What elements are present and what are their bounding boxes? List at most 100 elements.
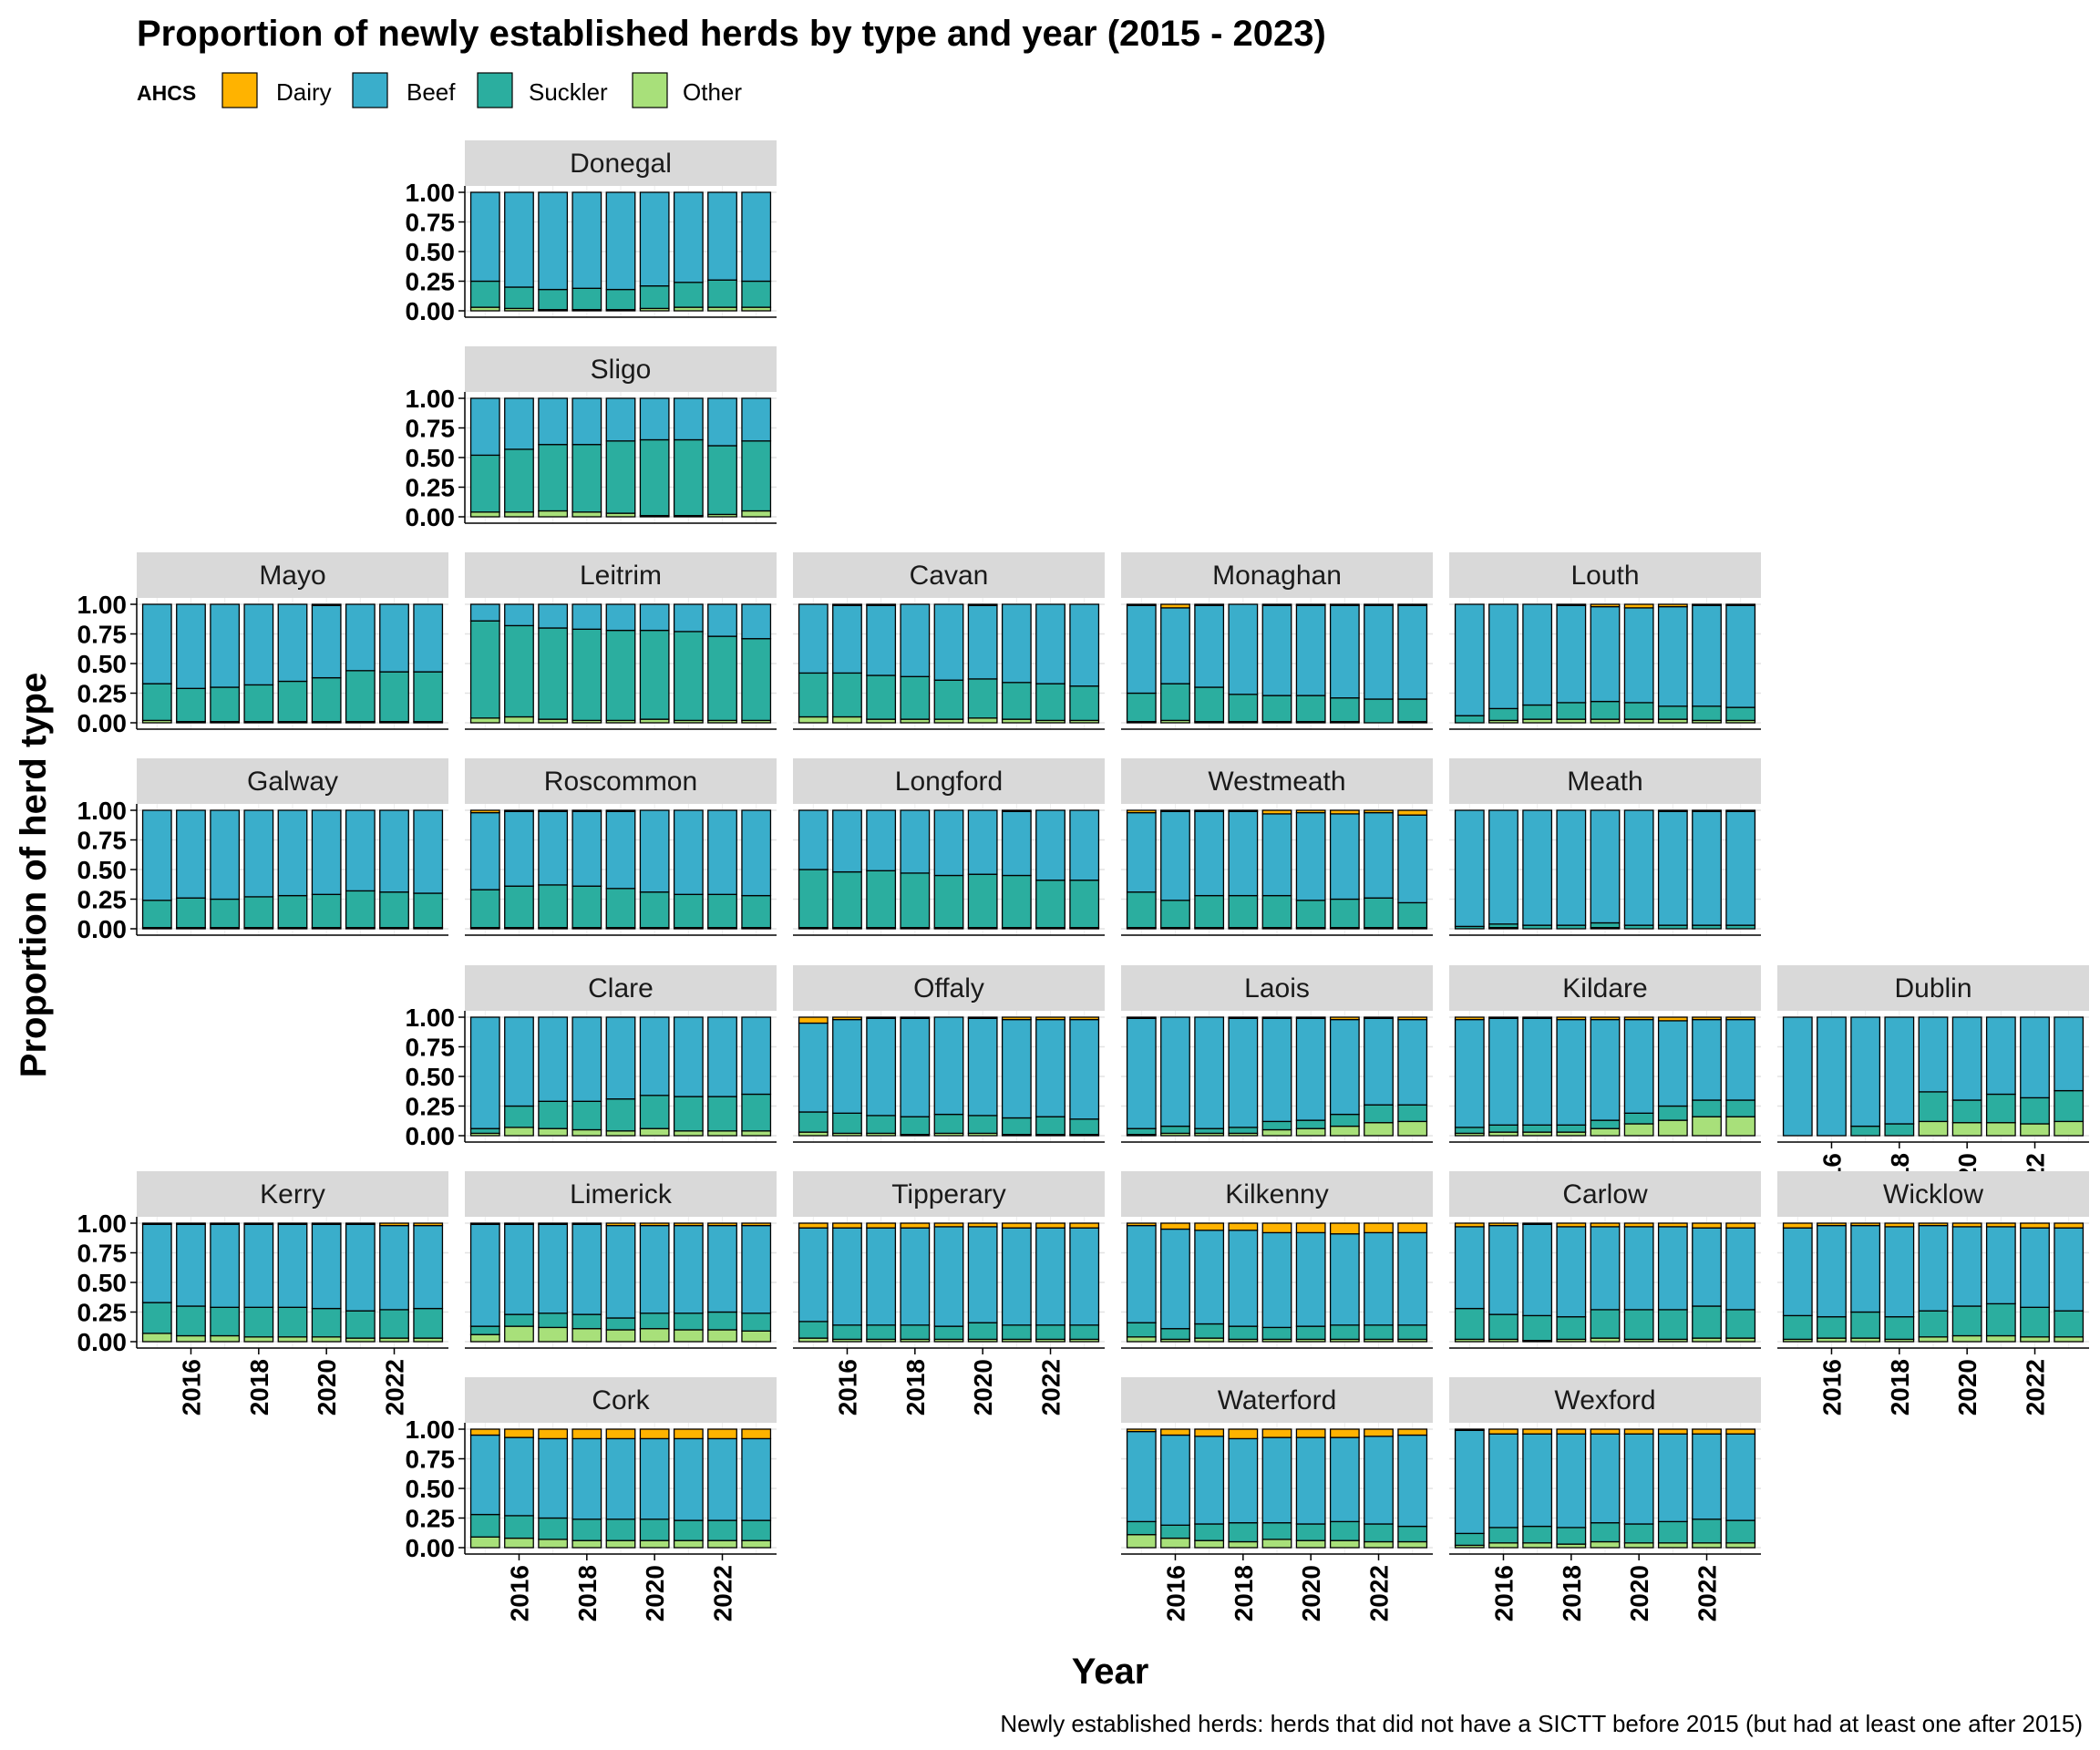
bar-segment-sligo-2016-suckler	[504, 448, 534, 513]
bar-segment-sligo-2022-suckler	[707, 445, 737, 516]
bar-segment-clare-2020-suckler	[639, 1095, 670, 1129]
y-tick-label: 0.25	[77, 680, 128, 708]
legend-label-beef: Beef	[407, 78, 456, 106]
bar-segment-kildare-2022-dairy	[1692, 1016, 1722, 1021]
bar-segment-limerick-2019-suckler	[605, 1317, 636, 1331]
bar-segment-carlow-2018-suckler	[1556, 1316, 1587, 1341]
bar-segment-westmeath-2019-beef	[1261, 813, 1292, 897]
bar-segment-cork-2018-other	[571, 1539, 602, 1549]
strip-meath	[1449, 758, 1761, 804]
bar-segment-wicklow-2023-dairy	[2054, 1222, 2085, 1229]
bar-segment-wicklow-2022-beef	[2020, 1227, 2050, 1308]
bar-segment-roscommon-2017-beef	[538, 810, 569, 886]
bar-segment-cork-2023-dairy	[741, 1428, 772, 1440]
bar-segment-clare-2022-beef	[707, 1016, 737, 1097]
strip-leitrim	[465, 552, 777, 598]
bar-segment-louth-2020-suckler	[1623, 702, 1654, 720]
bar-segment-carlow-2017-beef	[1522, 1223, 1553, 1317]
bar-segment-westmeath-2015-beef	[1126, 811, 1157, 893]
bar-segment-tipperary-2017-dairy	[866, 1222, 897, 1229]
bar-segment-sligo-2021-suckler	[673, 438, 704, 517]
bar-segment-kerry-2023-beef	[413, 1224, 444, 1310]
bar-segment-galway-2021-beef	[345, 809, 376, 892]
panel-kilkenny: Kilkenny	[1121, 1171, 1433, 1349]
strip-donegal	[465, 140, 777, 186]
bar-segment-wexford-2020-suckler	[1623, 1523, 1654, 1544]
bar-segment-dublin-2019-beef	[1918, 1016, 1949, 1093]
y-tick-label: 0.75	[77, 621, 128, 649]
bar-segment-tipperary-2021-suckler	[1001, 1324, 1032, 1341]
bar-segment-kerry-2019-beef	[277, 1223, 308, 1308]
bar-segment-limerick-2016-suckler	[504, 1313, 534, 1327]
bar-segment-wicklow-2016-beef	[1817, 1224, 1847, 1318]
bar-segment-waterford-2022-beef	[1364, 1436, 1394, 1525]
bar-segment-waterford-2016-suckler	[1160, 1524, 1190, 1539]
bar-segment-limerick-2018-other	[571, 1328, 602, 1343]
bar-segment-tipperary-2016-dairy	[832, 1222, 862, 1229]
bar-segment-mayo-2023-suckler	[413, 671, 444, 723]
bar-segment-westmeath-2020-beef	[1295, 811, 1326, 901]
bar-segment-leitrim-2019-beef	[605, 603, 636, 632]
bar-segment-cork-2020-beef	[639, 1437, 670, 1520]
bar-segment-louth-2021-dairy	[1657, 603, 1688, 608]
bar-segment-longford-2018-beef	[900, 809, 931, 874]
strip-louth	[1449, 552, 1761, 598]
bar-segment-laois-2019-dairy	[1261, 1016, 1292, 1019]
bar-segment-kilkenny-2018-beef	[1228, 1230, 1259, 1327]
bar-segment-monaghan-2018-suckler	[1228, 694, 1259, 723]
bar-segment-tipperary-2020-dairy	[967, 1222, 998, 1228]
bar-segment-carlow-2019-beef	[1590, 1226, 1621, 1311]
bar-segment-galway-2023-beef	[413, 809, 444, 894]
bar-segment-clare-2021-suckler	[673, 1096, 704, 1132]
bar-segment-laois-2018-beef	[1228, 1017, 1259, 1128]
bar-segment-wicklow-2023-beef	[2054, 1227, 2085, 1312]
y-tick-label: 0.75	[77, 1240, 128, 1268]
bar-segment-mayo-2020-suckler	[311, 676, 342, 723]
bar-segment-cavan-2015-other	[798, 715, 829, 724]
bar-segment-monaghan-2022-dairy	[1364, 603, 1394, 606]
strip-galway	[137, 758, 448, 804]
bar-segment-roscommon-2023-beef	[741, 809, 772, 897]
bar-segment-offaly-2017-dairy	[866, 1016, 897, 1019]
bar-segment-kildare-2021-suckler	[1657, 1105, 1688, 1121]
bar-segment-cavan-2021-beef	[1001, 603, 1032, 684]
bar-segment-carlow-2020-suckler	[1623, 1309, 1654, 1341]
bar-segment-laois-2022-dairy	[1364, 1016, 1394, 1019]
x-tick-label: 2016	[177, 1359, 205, 1415]
bar-segment-limerick-2023-beef	[741, 1224, 772, 1314]
bar-segment-dublin-2022-suckler	[2020, 1096, 2050, 1125]
bar-segment-roscommon-2020-suckler	[639, 891, 670, 929]
bar-segment-westmeath-2022-suckler	[1364, 897, 1394, 929]
bar-segment-clare-2019-suckler	[605, 1098, 636, 1132]
y-tick-label: 0.50	[77, 1269, 128, 1297]
bar-segment-laois-2021-suckler	[1329, 1113, 1360, 1127]
bar-segment-cavan-2019-beef	[933, 603, 964, 681]
bar-segment-carlow-2021-dairy	[1657, 1222, 1688, 1228]
bar-segment-monaghan-2019-beef	[1261, 604, 1292, 696]
strip-kilkenny	[1121, 1171, 1433, 1217]
panel-louth: Louth	[1449, 552, 1761, 730]
bar-segment-offaly-2020-dairy	[967, 1016, 998, 1019]
bar-segment-monaghan-2023-beef	[1397, 604, 1428, 700]
bar-segment-waterford-2017-beef	[1194, 1436, 1225, 1525]
bar-segment-roscommon-2017-suckler	[538, 884, 569, 929]
x-tick-label: 2016	[833, 1359, 861, 1415]
bar-segment-westmeath-2021-suckler	[1329, 898, 1360, 929]
bar-segment-tipperary-2023-suckler	[1069, 1324, 1100, 1341]
bar-segment-leitrim-2018-suckler	[571, 628, 602, 722]
panel-kerry: Kerry 0.000.250.500.751.00 2016 2018 2020 202…	[77, 1171, 448, 1415]
bar-segment-cavan-2023-beef	[1069, 603, 1100, 687]
bar-segment-carlow-2022-dairy	[1692, 1222, 1722, 1229]
bar-segment-limerick-2016-beef	[504, 1223, 534, 1315]
bar-segment-kilkenny-2018-dairy	[1228, 1222, 1259, 1231]
x-tick-label: 2020	[1953, 1359, 1982, 1415]
bar-segment-wicklow-2017-dairy	[1850, 1222, 1881, 1227]
bar-segment-westmeath-2017-beef	[1194, 810, 1225, 897]
bar-segment-laois-2022-other	[1364, 1122, 1394, 1137]
bar-segment-tipperary-2017-beef	[866, 1227, 897, 1326]
y-tick-label: 0.00	[406, 1122, 456, 1150]
bar-segment-carlow-2017-suckler	[1522, 1314, 1553, 1342]
bar-segment-laois-2020-other	[1295, 1127, 1326, 1137]
strip-cavan	[793, 552, 1105, 598]
y-tick-label: 1.00	[406, 385, 456, 413]
